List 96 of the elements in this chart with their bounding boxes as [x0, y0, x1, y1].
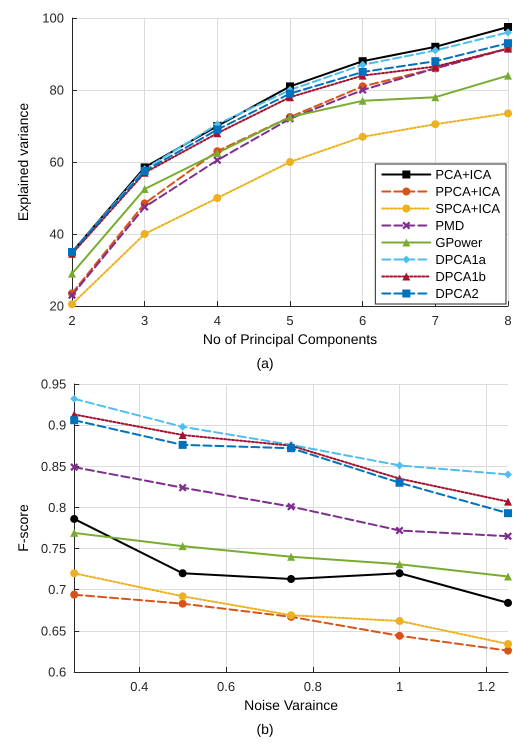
x-tick-label: 2 — [68, 313, 76, 328]
point — [396, 478, 404, 487]
point — [358, 132, 367, 141]
point — [70, 463, 78, 472]
point — [396, 461, 404, 470]
y-tick-label: 0.8 — [48, 500, 66, 515]
y-axis-title: F-score — [15, 504, 31, 552]
point — [70, 590, 78, 599]
y-tick-label: 20 — [50, 298, 64, 314]
x-tick-label: 3 — [141, 313, 148, 328]
x-tick-label: 4 — [214, 313, 221, 328]
point — [396, 632, 404, 640]
point — [504, 470, 512, 479]
point — [140, 203, 149, 211]
point — [504, 509, 512, 518]
point — [504, 640, 512, 648]
legend-label: PPCA+ICA — [435, 184, 500, 199]
point — [213, 126, 222, 134]
y-tick-label: 40 — [50, 226, 64, 242]
x-tick-label: 8 — [504, 313, 512, 328]
point — [178, 600, 187, 608]
point — [396, 560, 404, 568]
legend-label: GPower — [435, 235, 483, 250]
y-tick-label: 0.6 — [48, 664, 66, 680]
legend-label: DPCA1b — [435, 269, 486, 284]
point — [431, 57, 440, 66]
point — [213, 156, 222, 164]
point — [358, 68, 367, 76]
point — [70, 514, 78, 523]
y-axis-title: Explained variance — [15, 102, 31, 222]
point — [396, 616, 404, 625]
point — [431, 93, 440, 102]
text: (b) — [256, 721, 274, 737]
legend-label: DPCA2 — [435, 286, 479, 301]
x-tick-label: 7 — [432, 313, 439, 328]
point — [504, 646, 512, 655]
point — [431, 46, 440, 54]
x-tick-label: 0.8 — [304, 679, 322, 694]
point — [504, 28, 512, 36]
point — [287, 575, 296, 584]
point — [70, 569, 78, 578]
point — [504, 39, 512, 48]
point — [504, 498, 512, 506]
point — [358, 96, 367, 105]
x-tick-label: 6 — [359, 313, 366, 328]
point — [504, 598, 512, 607]
point — [287, 502, 296, 511]
point — [504, 532, 512, 540]
point — [431, 120, 440, 128]
x-tick-label: 5 — [286, 313, 294, 328]
y-tick-label: 0.9 — [48, 418, 66, 433]
point — [213, 194, 222, 202]
point — [178, 569, 187, 578]
point — [504, 572, 512, 581]
point — [286, 158, 294, 166]
y-tick-label: 80 — [50, 82, 64, 98]
point — [178, 431, 187, 440]
point — [178, 542, 187, 550]
y-tick-label: 100 — [42, 10, 64, 26]
point — [287, 552, 296, 561]
x-tick-label: 0.4 — [130, 679, 148, 694]
point — [140, 185, 149, 193]
point — [504, 72, 512, 80]
text: (a) — [256, 355, 274, 371]
y-tick-label: 60 — [50, 154, 64, 170]
point — [70, 394, 78, 403]
point — [178, 440, 187, 449]
point — [358, 86, 367, 94]
y-tick-label: 0.85 — [40, 458, 66, 474]
point — [396, 569, 404, 578]
point — [396, 526, 404, 534]
point — [68, 300, 76, 308]
x-tick-label: 0.6 — [216, 679, 236, 694]
legend-label: SPCA+ICA — [435, 201, 500, 216]
x-axis-title: No of Principal Components — [202, 330, 378, 347]
y-tick-label: 0.7 — [48, 582, 66, 598]
legend-label: PMD — [435, 218, 464, 233]
y-tick-label: 0.75 — [40, 541, 66, 556]
point — [287, 444, 296, 452]
point — [504, 109, 512, 118]
point — [140, 230, 149, 238]
point — [286, 90, 294, 98]
x-tick-label: 1.2 — [477, 679, 496, 694]
point — [178, 592, 187, 600]
point — [70, 416, 78, 424]
x-axis-title: Noise Varaince — [244, 696, 338, 713]
point — [178, 484, 187, 492]
y-tick-label: 0.65 — [40, 623, 66, 638]
legend-label: PCA+ICA — [435, 167, 492, 182]
point — [178, 422, 187, 431]
point — [70, 528, 78, 537]
y-tick-label: 0.95 — [40, 376, 66, 392]
legend-label: DPCA1a — [435, 252, 487, 267]
point — [358, 60, 367, 69]
point — [68, 270, 76, 278]
x-tick-label: 1 — [396, 679, 404, 694]
